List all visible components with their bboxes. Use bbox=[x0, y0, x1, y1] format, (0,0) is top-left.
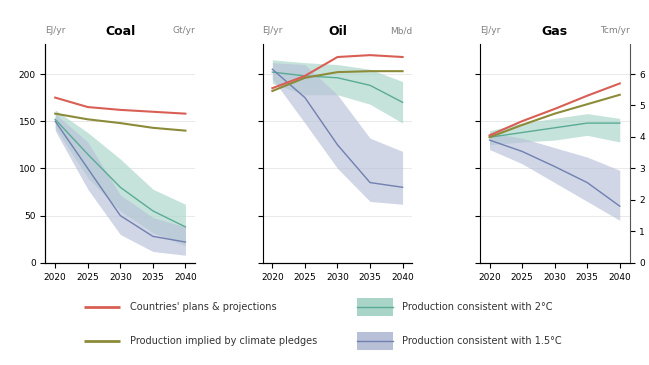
Text: Tcm/yr: Tcm/yr bbox=[600, 26, 630, 35]
Title: Gas: Gas bbox=[541, 26, 568, 38]
Title: Coal: Coal bbox=[105, 26, 136, 38]
Text: Countries' plans & projections: Countries' plans & projections bbox=[130, 302, 276, 312]
Text: Production consistent with 2°C: Production consistent with 2°C bbox=[402, 302, 553, 312]
Text: EJ/yr: EJ/yr bbox=[45, 26, 66, 35]
Text: EJ/yr: EJ/yr bbox=[480, 26, 500, 35]
Text: Mb/d: Mb/d bbox=[390, 26, 412, 35]
Text: Production implied by climate pledges: Production implied by climate pledges bbox=[130, 336, 317, 346]
Text: EJ/yr: EJ/yr bbox=[263, 26, 283, 35]
Title: Oil: Oil bbox=[328, 26, 347, 38]
Bar bbox=[357, 332, 393, 350]
Text: Production consistent with 1.5°C: Production consistent with 1.5°C bbox=[402, 336, 562, 346]
Bar bbox=[357, 298, 393, 316]
Text: Gt/yr: Gt/yr bbox=[173, 26, 195, 35]
